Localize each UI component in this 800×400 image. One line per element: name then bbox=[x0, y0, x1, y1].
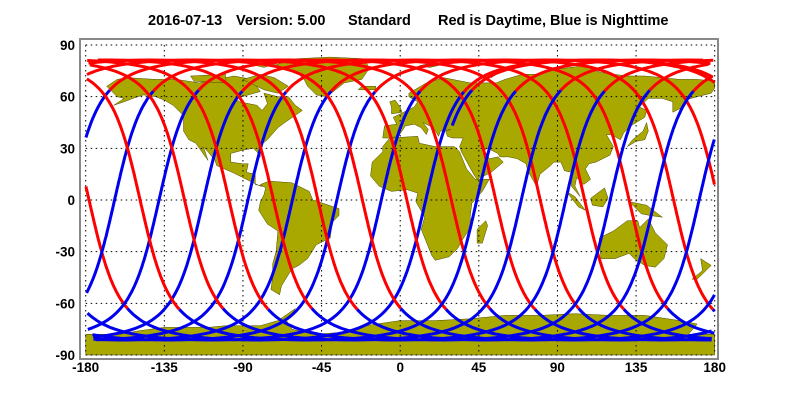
ground-track-night-segment bbox=[622, 308, 711, 341]
lon-tick-label: -90 bbox=[233, 360, 253, 375]
ground-track-night-segment bbox=[666, 307, 715, 335]
ground-track-night-segment bbox=[221, 89, 563, 342]
ground-track-night-segment bbox=[92, 91, 376, 342]
title-date: 2016-07-13 bbox=[148, 13, 222, 29]
landmass-australia bbox=[599, 218, 668, 268]
lat-tick-label: -90 bbox=[55, 348, 75, 363]
ground-track-night-segment bbox=[96, 91, 288, 342]
ground-track-day-segment bbox=[514, 58, 711, 93]
lon-tick-label: -180 bbox=[72, 360, 99, 375]
title-version: Version: 5.00 bbox=[236, 13, 325, 29]
lat-tick-label: 60 bbox=[60, 90, 75, 105]
ground-track-night-segment bbox=[444, 294, 716, 342]
lat-tick-label: 30 bbox=[60, 141, 75, 156]
ground-track-day-segment bbox=[241, 58, 580, 310]
axis-ticks: -180 -135 -90 -45 0 45 90 135 180 90 60 30 0 -30 -60 -9… bbox=[55, 38, 725, 375]
landmass-great-britain bbox=[389, 99, 403, 115]
ground-track-day-segment bbox=[89, 63, 225, 310]
ground-track-day-segment bbox=[87, 59, 270, 311]
lat-tick-label: 0 bbox=[67, 193, 75, 208]
ground-track-day-segment bbox=[284, 58, 626, 311]
lon-tick-label: 45 bbox=[471, 360, 487, 375]
ground-track-night-segment bbox=[87, 89, 200, 331]
lat-tick-label: -60 bbox=[55, 296, 75, 311]
ground-track-night-segment bbox=[93, 90, 333, 342]
ground-track-night-segment bbox=[178, 90, 517, 342]
ground-track-day-segment bbox=[330, 58, 669, 310]
lon-tick-label: 90 bbox=[550, 360, 565, 375]
landmass-north-america bbox=[106, 75, 303, 187]
ground-track-day-segment bbox=[86, 58, 402, 310]
lat-tick-label: -30 bbox=[55, 245, 75, 260]
ground-track-day-segment bbox=[470, 58, 714, 92]
landmass-new-guinea bbox=[628, 201, 664, 218]
lon-tick-label: 0 bbox=[396, 360, 404, 375]
ground-track-night-segment bbox=[711, 308, 716, 313]
landmass-new-zealand bbox=[691, 258, 712, 280]
ground-track-day-segment bbox=[152, 58, 491, 310]
lon-tick-label: -45 bbox=[312, 360, 332, 375]
lat-tick-label: 90 bbox=[60, 38, 75, 53]
ground-track-night-segment bbox=[310, 89, 651, 342]
title-mode: Standard bbox=[348, 13, 411, 29]
ground-tracks-layer bbox=[84, 58, 716, 342]
grid-layer bbox=[85, 44, 716, 356]
ground-track-day-segment bbox=[86, 77, 181, 311]
plot-frame bbox=[79, 38, 719, 360]
ground-track-day-segment bbox=[692, 74, 714, 93]
landmass-sumatra bbox=[566, 191, 586, 211]
ground-track-day-segment bbox=[84, 186, 129, 310]
ground-track-night-segment bbox=[450, 89, 474, 127]
ground-track-day-segment bbox=[603, 58, 714, 93]
ground-track-night-segment bbox=[93, 90, 244, 339]
landmass-madagascar bbox=[476, 220, 488, 244]
ground-track-night-segment bbox=[84, 89, 111, 138]
ground-track-night-segment bbox=[267, 90, 606, 342]
ground-track-day-segment bbox=[97, 58, 313, 310]
lon-tick-label: -135 bbox=[151, 360, 179, 375]
ground-track-day-segment bbox=[88, 58, 359, 311]
ground-track-night-segment bbox=[85, 90, 155, 294]
lon-tick-label: 180 bbox=[703, 360, 726, 375]
ground-track-day-segment bbox=[108, 58, 448, 311]
landmass-japan bbox=[627, 121, 649, 147]
ground-track-night-segment bbox=[356, 90, 695, 342]
ground-track-day-segment bbox=[418, 58, 716, 185]
lon-tick-label: 135 bbox=[625, 360, 648, 375]
landmass-borneo bbox=[590, 187, 609, 208]
title-legend: Red is Daytime, Blue is Nighttime bbox=[438, 13, 668, 29]
